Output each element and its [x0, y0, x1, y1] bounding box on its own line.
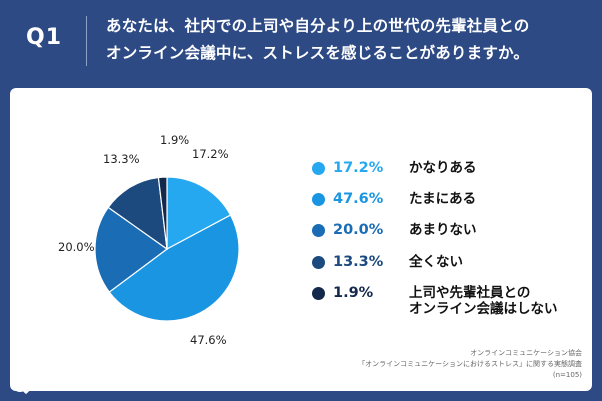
- pie-slice-1: [166, 176, 232, 251]
- legend-label-1: かなりある: [409, 160, 477, 176]
- legend-dot-2: [312, 193, 325, 206]
- question-line-1: あなたは、社内での上司や自分より上の世代の先輩社員との: [106, 17, 530, 35]
- question-line-2: オンライン会議中に、ストレスを感じることがありますか。: [106, 44, 530, 62]
- legend-label-4: 全くない: [409, 254, 463, 270]
- header: Q1 あなたは、社内での上司や自分より上の世代の先輩社員との オンライン会議中に…: [0, 0, 602, 80]
- slice-label-2: 47.6%: [190, 333, 227, 347]
- slice-label-5: 1.9%: [160, 133, 189, 147]
- legend-dot-1: [312, 162, 325, 175]
- legend-dot-5: [312, 287, 325, 300]
- source-note: オンラインコミュニケーション協会 「オンラインコミュニケーションにおけるストレス…: [358, 348, 582, 381]
- legend-label-5-line-2: オンライン会議はしない: [409, 301, 558, 317]
- legend-value-2: 47.6%: [333, 191, 384, 207]
- source-line-3: (n=105): [552, 371, 582, 379]
- question-text: あなたは、社内での上司や自分より上の世代の先輩社員との オンライン会議中に、スト…: [106, 13, 586, 67]
- legend-item-3: 20.0% あまりない: [312, 222, 477, 238]
- source-line-2: 「オンラインコミュニケーションにおけるストレス」に関する実態調査: [358, 360, 582, 368]
- question-number: Q1: [26, 25, 63, 50]
- legend-dot-3: [312, 224, 325, 237]
- legend-item-1: 17.2% かなりある: [312, 160, 477, 176]
- logo-icon: [12, 376, 28, 392]
- pie-slice-4: [107, 176, 168, 251]
- pie-slice-3: [94, 206, 169, 293]
- legend-label-3: あまりない: [409, 222, 477, 238]
- legend-item-4: 13.3% 全くない: [312, 254, 463, 270]
- source-line-1: オンラインコミュニケーション協会: [470, 349, 582, 357]
- legend-label-5: 上司や先輩社員との オンライン会議はしない: [409, 285, 558, 317]
- legend-value-3: 20.0%: [333, 222, 384, 238]
- pie-slice-5: [157, 176, 168, 250]
- legend-value-1: 17.2%: [333, 160, 384, 176]
- legend-dot-4: [312, 256, 325, 269]
- logo: リサピー: [12, 374, 84, 394]
- legend-item-5: 1.9% 上司や先輩社員との オンライン会議はしない: [312, 285, 558, 317]
- header-divider: [86, 16, 87, 66]
- slice-label-4: 13.3%: [103, 152, 140, 166]
- legend-label-5-line-1: 上司や先輩社員との: [409, 285, 531, 301]
- legend-item-2: 47.6% たまにある: [312, 191, 476, 207]
- legend-value-4: 13.3%: [333, 254, 384, 270]
- legend-value-5: 1.9%: [333, 285, 374, 301]
- slice-label-1: 17.2%: [192, 147, 229, 161]
- legend-label-2: たまにある: [409, 191, 477, 207]
- logo-text: リサピー: [32, 378, 85, 394]
- pie-slice-2: [108, 214, 240, 322]
- slice-label-3: 20.0%: [58, 240, 95, 254]
